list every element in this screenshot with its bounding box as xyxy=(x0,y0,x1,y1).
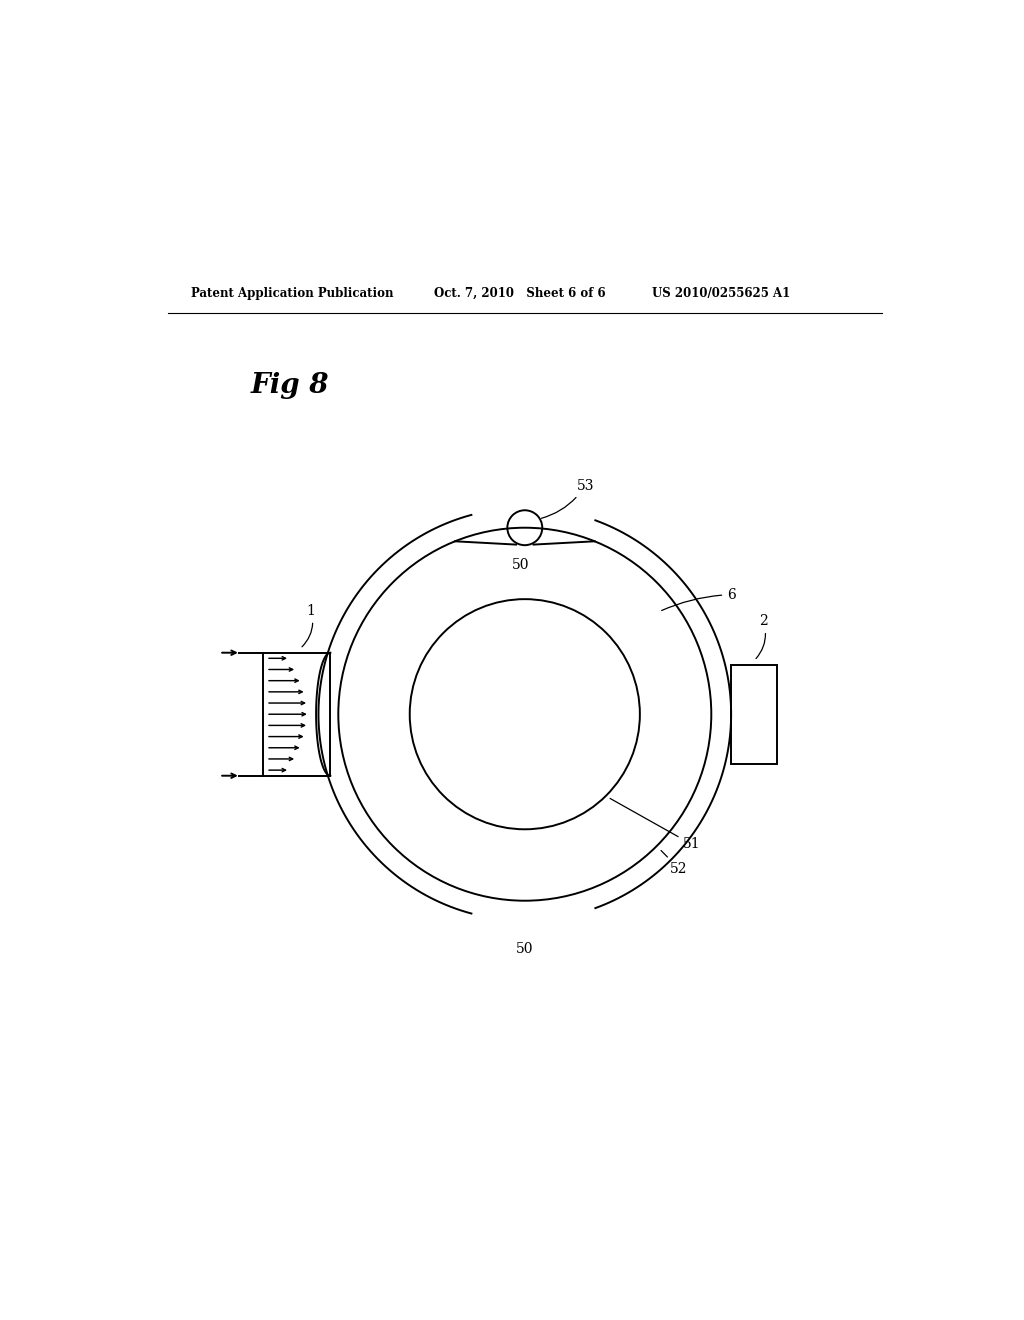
Text: Oct. 7, 2010   Sheet 6 of 6: Oct. 7, 2010 Sheet 6 of 6 xyxy=(433,286,605,300)
Text: 53: 53 xyxy=(542,479,594,519)
Bar xyxy=(263,652,331,776)
Text: Fig 8: Fig 8 xyxy=(251,372,330,399)
Text: 52: 52 xyxy=(662,850,688,875)
Text: 6: 6 xyxy=(662,587,736,611)
Text: Patent Application Publication: Patent Application Publication xyxy=(191,286,394,300)
Bar xyxy=(731,664,777,764)
Text: 51: 51 xyxy=(610,799,701,851)
Text: 50: 50 xyxy=(512,558,529,572)
Text: 2: 2 xyxy=(756,614,768,659)
Text: 1: 1 xyxy=(302,603,315,647)
Text: 50: 50 xyxy=(516,942,534,956)
Text: US 2010/0255625 A1: US 2010/0255625 A1 xyxy=(652,286,791,300)
